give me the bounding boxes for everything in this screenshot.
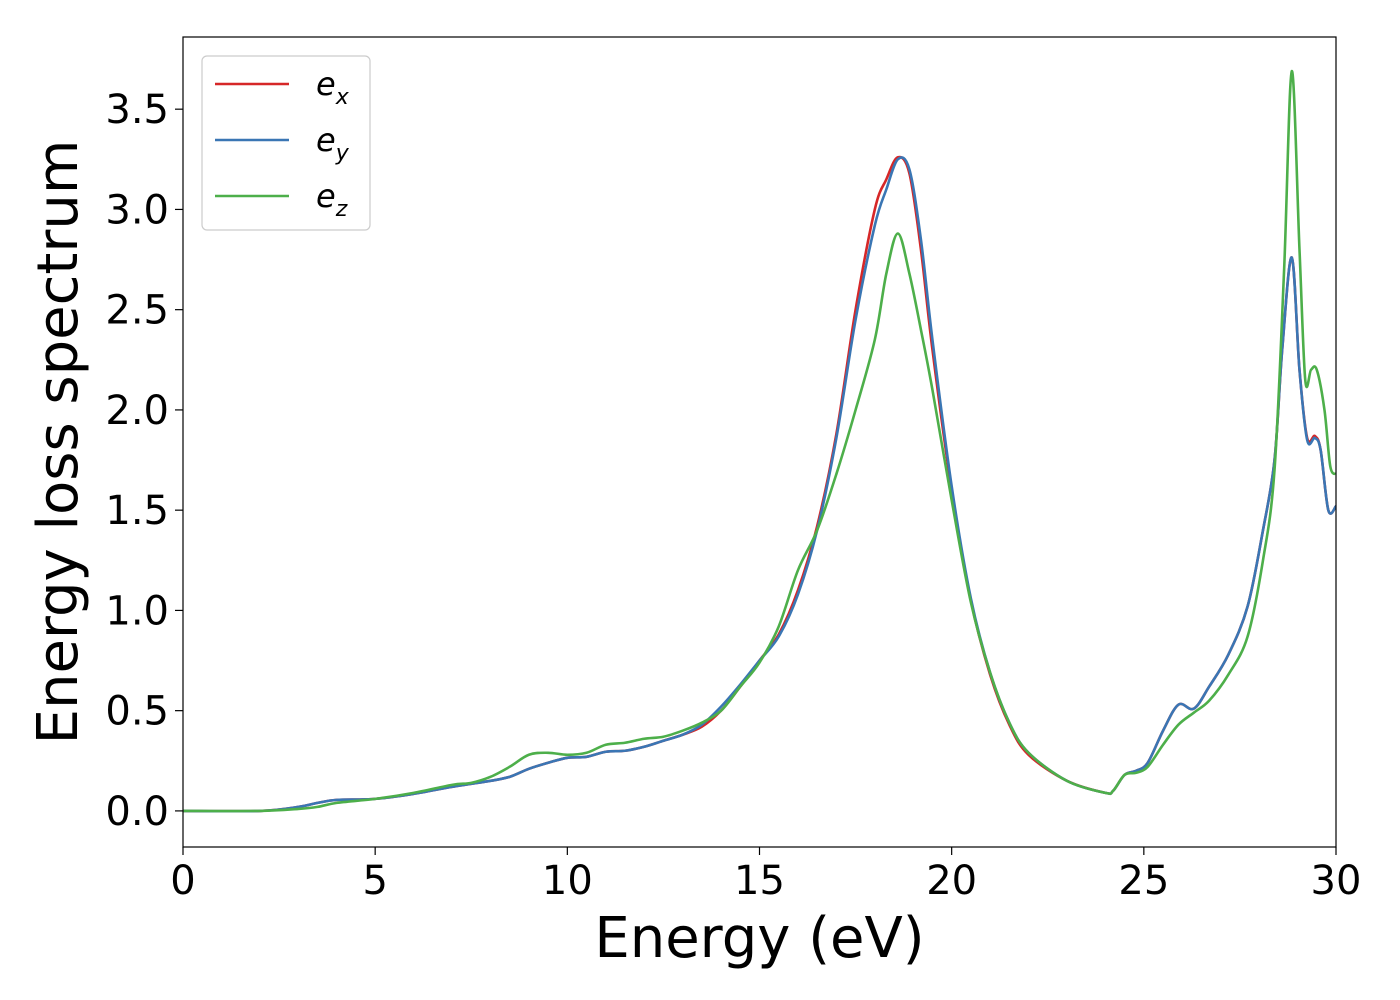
y-tick-label: 3.5 <box>105 87 169 133</box>
x-tick-label: 25 <box>1118 858 1169 904</box>
y-tick-label: 0.5 <box>105 689 169 735</box>
legend-box <box>201 55 371 231</box>
legend-label-y: ey <box>316 121 350 166</box>
x-tick-label: 30 <box>1311 858 1362 904</box>
y-tick-label: 3.0 <box>105 187 169 233</box>
y-tick-label: 2.5 <box>105 288 169 334</box>
x-tick-label: 10 <box>542 858 593 904</box>
series-layer <box>183 69 1336 813</box>
legend: ex ey ez <box>201 55 371 231</box>
x-axis: 0 5 10 15 20 25 30 <box>170 847 1361 904</box>
y-axis-label: Energy loss spectrum <box>26 140 91 745</box>
y-tick-label: 1.5 <box>105 488 169 534</box>
series-line-y <box>183 156 1336 813</box>
x-tick-label: 15 <box>734 858 785 904</box>
y-tick-label: 0.0 <box>105 789 169 835</box>
x-tick-label: 5 <box>362 858 387 904</box>
legend-label-z: ez <box>316 177 348 222</box>
y-tick-label: 1.0 <box>105 588 169 634</box>
y-tick-label: 2.0 <box>105 388 169 434</box>
series-line-z <box>183 69 1336 813</box>
x-axis-label: Energy (eV) <box>594 906 924 971</box>
y-axis: 0.0 0.5 1.0 1.5 2.0 2.5 3.0 3.5 <box>105 87 183 835</box>
x-tick-label: 0 <box>170 858 195 904</box>
legend-label-x: ex <box>316 65 350 110</box>
x-tick-label: 20 <box>926 858 977 904</box>
